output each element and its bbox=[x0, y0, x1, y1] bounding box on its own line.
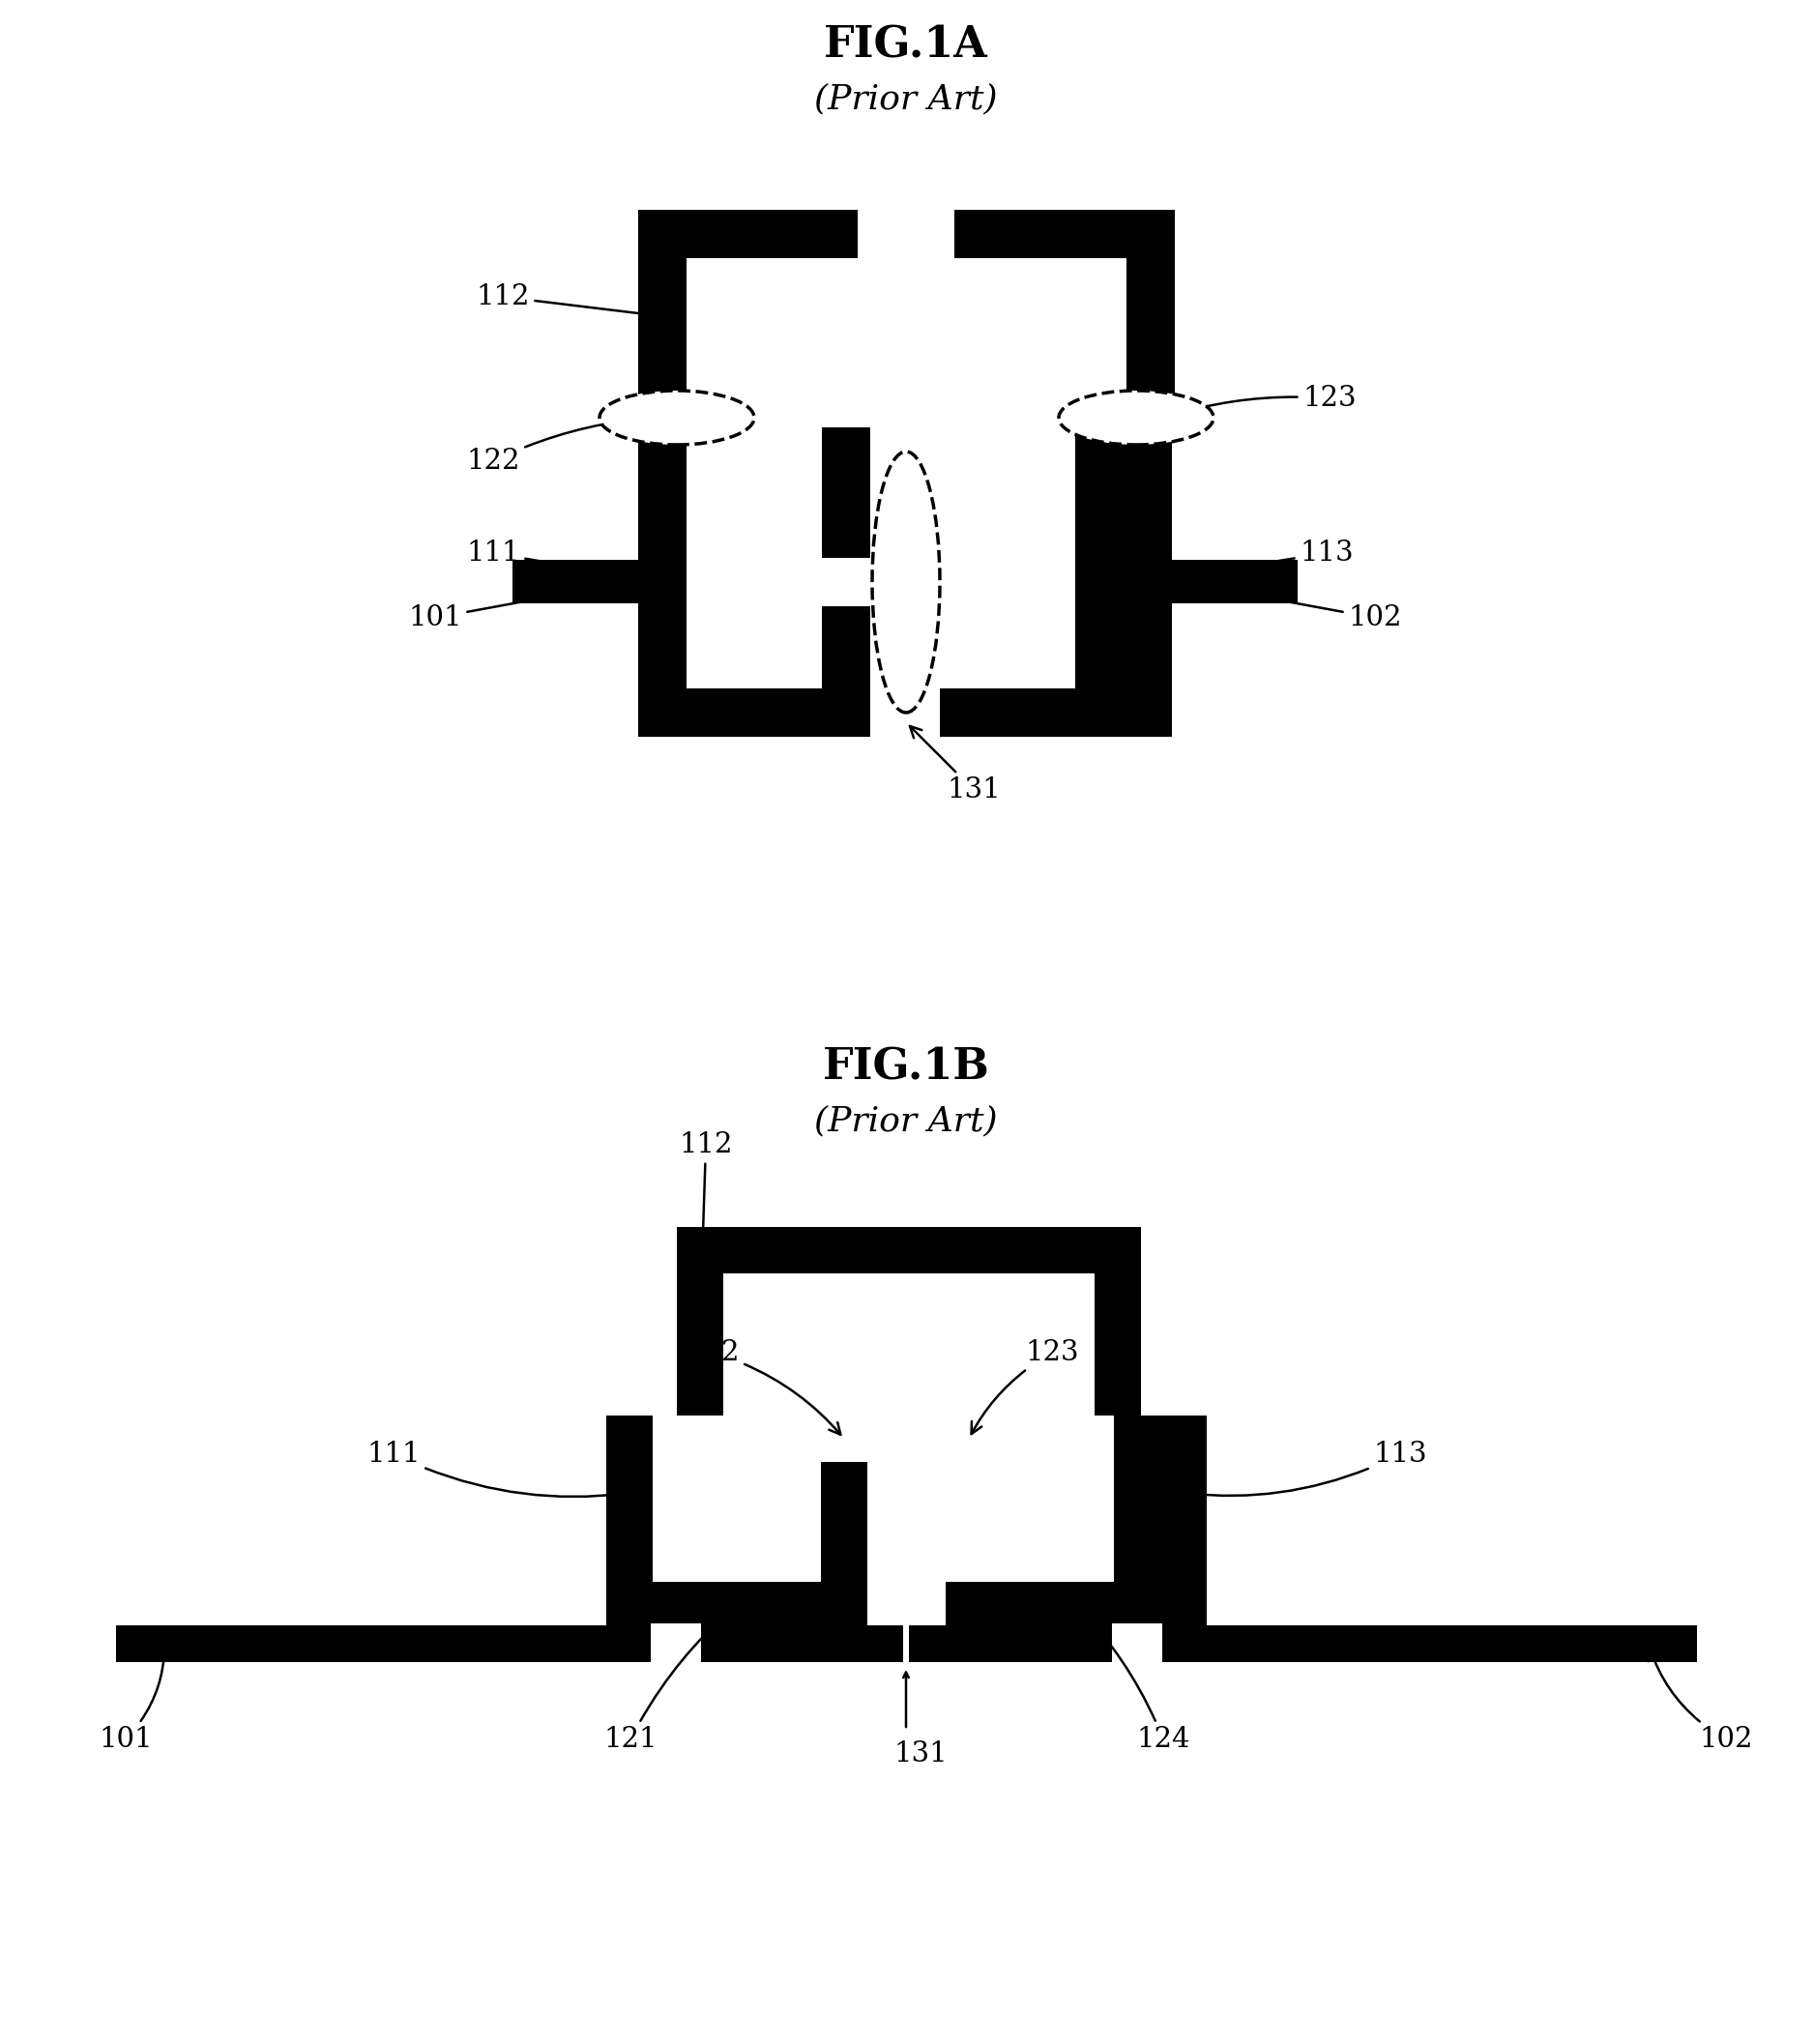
Bar bbox=[653, 1369, 821, 1582]
Text: 111: 111 bbox=[466, 540, 656, 585]
Bar bbox=[676, 1226, 1140, 1416]
Bar bbox=[723, 1273, 1095, 1416]
Text: (Prior Art): (Prior Art) bbox=[814, 1104, 997, 1136]
Bar bbox=[821, 1414, 868, 1461]
Bar bbox=[513, 560, 638, 603]
Text: 113: 113 bbox=[1153, 540, 1354, 585]
Bar bbox=[606, 1416, 867, 1629]
Ellipse shape bbox=[1059, 390, 1213, 446]
Text: 101: 101 bbox=[100, 1650, 170, 1754]
Bar bbox=[847, 1365, 972, 1421]
Ellipse shape bbox=[872, 452, 939, 713]
Bar bbox=[1111, 1623, 1162, 1664]
Bar bbox=[687, 258, 1126, 423]
Text: 101: 101 bbox=[408, 580, 624, 632]
Text: 123: 123 bbox=[972, 1339, 1079, 1435]
Bar bbox=[946, 1416, 1207, 1629]
Bar bbox=[687, 378, 821, 689]
Bar bbox=[858, 206, 954, 264]
Bar bbox=[116, 1625, 1697, 1662]
Text: 112: 112 bbox=[477, 284, 656, 319]
Text: 131: 131 bbox=[894, 1739, 948, 1768]
Bar bbox=[939, 427, 1171, 736]
Text: (Prior Art): (Prior Art) bbox=[814, 82, 997, 114]
Bar bbox=[651, 1623, 702, 1664]
Ellipse shape bbox=[600, 390, 754, 446]
Bar bbox=[937, 558, 988, 607]
Text: 131: 131 bbox=[910, 726, 1001, 803]
Text: 121: 121 bbox=[604, 1609, 732, 1754]
Text: 102: 102 bbox=[1648, 1650, 1753, 1754]
Bar bbox=[903, 1623, 908, 1664]
Text: 122: 122 bbox=[466, 413, 653, 474]
Text: 113: 113 bbox=[1189, 1441, 1427, 1500]
Bar bbox=[638, 427, 870, 736]
Text: 123: 123 bbox=[1169, 384, 1356, 419]
Text: 124: 124 bbox=[1081, 1609, 1189, 1754]
Bar bbox=[1171, 560, 1298, 603]
Bar bbox=[821, 558, 872, 607]
Text: FIG.1B: FIG.1B bbox=[823, 1047, 990, 1087]
Bar bbox=[946, 1369, 1113, 1582]
Text: 111: 111 bbox=[366, 1441, 624, 1500]
Bar bbox=[945, 1414, 992, 1461]
Bar bbox=[638, 211, 1175, 423]
Text: FIG.1A: FIG.1A bbox=[823, 25, 988, 65]
Bar bbox=[939, 378, 1075, 689]
Text: 112: 112 bbox=[680, 1130, 732, 1316]
Text: 122: 122 bbox=[685, 1339, 841, 1435]
Text: 102: 102 bbox=[1188, 580, 1401, 632]
